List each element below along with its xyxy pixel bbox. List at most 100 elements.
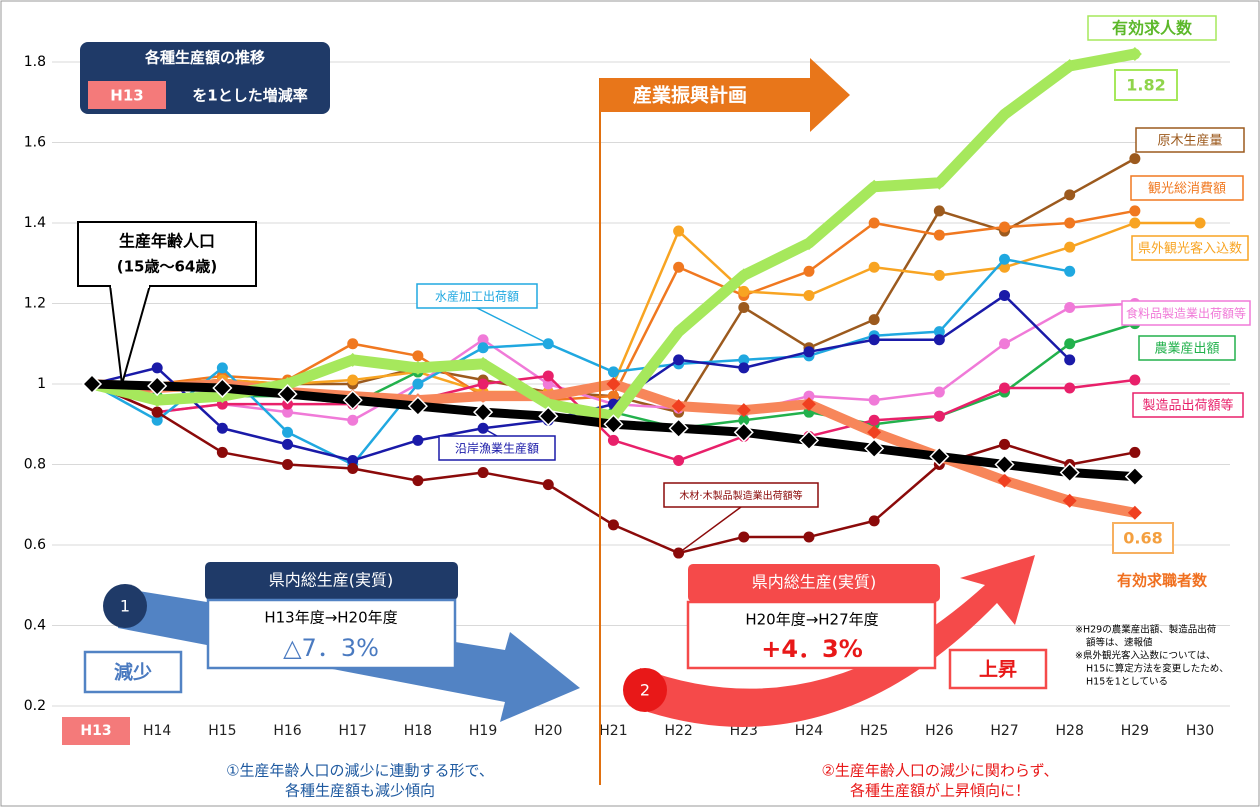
point-marker [212,377,233,399]
point-marker [345,352,360,367]
point-marker [216,422,228,434]
point-marker [147,375,168,397]
point-marker [673,225,685,237]
point-marker [932,175,947,190]
point-marker [673,261,685,273]
left-heading-box [205,562,458,600]
note: ※県外観光客入込数については、 [1075,650,1216,662]
left-box [206,598,457,670]
point-marker [1064,189,1076,201]
y-tick-label: 1 [37,376,46,392]
series-label-box [1131,235,1249,261]
point-marker [997,107,1012,122]
point-marker [477,467,489,479]
point-marker [81,373,103,395]
summary-left: 各種生産額も減少傾向 [285,782,435,800]
note: 額等は、速報値 [1086,637,1153,649]
point-marker [476,389,491,404]
series-label: 有効求職者数 [1117,572,1208,590]
x-tick-label: H30 [1186,723,1214,739]
series-label: 沿岸漁業生産額 [455,441,539,456]
point-marker [999,289,1011,301]
point-marker [342,390,363,411]
point-marker [282,398,294,410]
x-tick-label: H16 [273,723,301,739]
point-marker [999,338,1011,350]
point-marker [803,390,815,402]
base-badge: H13 [110,87,143,105]
right-change: +4．3% [761,635,863,663]
series-label-box [1135,127,1245,153]
point-marker [607,434,619,446]
y-tick-label: 1.2 [24,296,46,312]
series-label-box [1130,175,1244,201]
point-marker [738,414,750,426]
badge-1-text: 1 [120,597,130,616]
point-marker [801,236,816,251]
summary-right: 各種生産額が上昇傾向に！ [850,782,1030,800]
point-marker [607,390,619,402]
population-box [77,221,257,287]
point-marker [347,463,359,475]
point-marker [933,269,945,281]
point-marker [606,377,621,391]
point-marker [999,382,1011,394]
point-marker [1129,217,1141,229]
point-marker [477,334,489,346]
point-marker [412,350,424,362]
badge-2-text: 2 [640,681,650,700]
series-label: 県外観光客入込数 [1138,241,1242,257]
point-marker [1127,46,1142,61]
point-marker [1064,241,1076,253]
left-period: H13年度→H20年度 [264,609,397,627]
x-tick-label: H23 [730,723,758,739]
y-tick-label: 0.2 [24,698,46,714]
value-label: 1.82 [1126,76,1165,95]
population-label: 生産年齢人口 [119,232,215,251]
point-marker [738,285,750,297]
point-marker [868,217,880,229]
badge-2 [623,668,667,712]
value-label-box [1112,522,1174,554]
point-marker [803,531,815,543]
y-tick-label: 0.4 [24,618,46,634]
point-marker [1064,217,1076,229]
x-tick-label: H26 [925,723,953,739]
point-marker [867,179,882,194]
x-tick-label: H14 [143,723,171,739]
point-marker [542,479,554,491]
point-marker [538,406,559,427]
point-marker [933,326,945,338]
badge-1 [103,584,147,628]
point-marker [933,386,945,398]
point-marker [607,366,619,378]
x-tick-label: H17 [339,723,367,739]
note: H15に算定方法を変更したため、 [1086,663,1229,675]
y-tick-label: 1.4 [24,215,46,231]
x-tick-label: H28 [1056,723,1084,739]
base-text: を1とした増減率 [192,87,307,105]
point-marker [933,410,945,422]
point-marker [803,265,815,277]
series-label-box [1121,300,1251,326]
point-marker [1059,462,1080,483]
point-marker [738,354,750,366]
x-tick-label: H20 [534,723,562,739]
base-badge-box [88,81,166,109]
plan-label: 産業振興計画 [633,84,747,107]
x-tick-label: H24 [795,723,823,739]
point-marker [476,356,491,371]
point-marker [282,438,294,450]
x-tick-label: H29 [1121,723,1149,739]
y-tick-label: 1.6 [24,135,46,151]
point-marker [798,430,820,451]
point-marker [1064,302,1076,314]
point-marker [542,378,554,390]
point-marker [1064,382,1076,394]
point-marker [733,422,754,443]
x-tick-label: H18 [404,723,432,739]
value-label: 0.68 [1123,529,1162,548]
point-marker [671,324,686,339]
rise-arrow [640,555,1035,727]
